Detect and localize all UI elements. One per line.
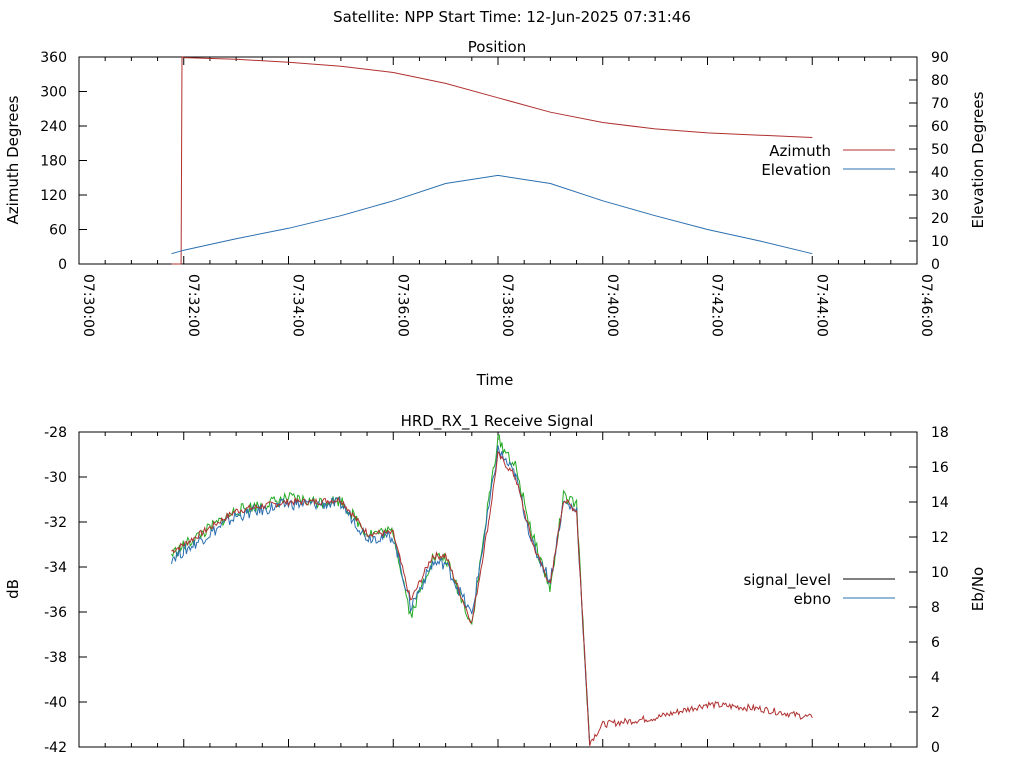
position-y2-tick-label: 70: [931, 96, 949, 112]
position-x-tick-label: 07:30:00: [80, 274, 96, 337]
position-y2-tick-label: 20: [931, 211, 949, 227]
position-chart-marks: 07:30:00 07:32:00 07:34:00 07:36:00 07:38:00…: [40, 50, 949, 337]
signal-y2-tick-label: 0: [931, 740, 940, 756]
azimuth-axis-label: Azimuth Degrees: [4, 95, 22, 224]
position-y-tick-label: 240: [40, 119, 67, 135]
position-y2-tick-label: 80: [931, 73, 949, 89]
position-y-tick-label: 300: [40, 85, 67, 101]
position-chart-title: Position: [468, 38, 526, 56]
position-x-tick-label: 07:32:00: [185, 274, 201, 337]
position-y2-tick-label: 90: [931, 50, 949, 66]
signal-y2-tick-label: 16: [931, 460, 949, 476]
position-y2-tick-label: 30: [931, 188, 949, 204]
signal-y-tick-label: -40: [44, 695, 67, 711]
position-x-tick-label: 07:44:00: [813, 274, 829, 337]
signal-y-tick-label: -42: [44, 740, 67, 756]
signal-series-unlabeled-line: [171, 434, 591, 746]
position-series-azimuth-line: [171, 56, 813, 265]
position-legend: Azimuth Elevation: [761, 142, 895, 179]
position-y-tick-label: 60: [49, 223, 67, 239]
position-series-elevation-line: [171, 174, 813, 255]
figure-title: Satellite: NPP Start Time: 12-Jun-2025 0…: [333, 8, 691, 26]
position-y-tick-label: 0: [58, 257, 67, 273]
position-y2-tick-label: 60: [931, 119, 949, 135]
legend-label-elevation: Elevation: [761, 161, 831, 179]
position-y2-tick-label: 50: [931, 142, 949, 158]
legend-label-signal-level: signal_level: [743, 571, 831, 590]
signal-y2-tick-label: 10: [931, 565, 949, 581]
signal-y-tick-label: -38: [44, 650, 67, 666]
signal-y-tick-label: -36: [44, 605, 67, 621]
position-y2-tick-label: 0: [931, 257, 940, 273]
signal-y2-tick-label: 6: [931, 635, 940, 651]
position-x-tick-label: 07:40:00: [604, 274, 620, 337]
position-x-tick-label: 07:42:00: [709, 274, 725, 337]
ebno-axis-label: Eb/No: [969, 567, 987, 611]
position-x-tick-label: 07:46:00: [918, 274, 934, 337]
signal-legend: signal_level ebno: [743, 571, 895, 608]
signal-y-tick-label: -28: [44, 425, 67, 441]
signal-y2-tick-label: 14: [931, 495, 949, 511]
signal-y2-tick-label: 2: [931, 705, 940, 721]
legend-label-ebno: ebno: [794, 590, 831, 608]
db-axis-label: dB: [4, 579, 22, 599]
legend-label-azimuth: Azimuth: [769, 142, 831, 160]
elevation-axis-label: Elevation Degrees: [969, 91, 987, 228]
signal-y2-tick-label: 12: [931, 530, 949, 546]
position-chart: Position Azimuth Degrees Elevation Degre…: [4, 38, 987, 389]
position-x-tick-label: 07:34:00: [290, 274, 306, 337]
position-y-tick-label: 120: [40, 188, 67, 204]
signal-chart: HRD_RX_1 Receive Signal dB Eb/No -42-40-…: [4, 412, 987, 756]
position-y2-tick-label: 10: [931, 234, 949, 250]
position-x-tick-label: 07:36:00: [394, 274, 410, 337]
position-y-tick-label: 360: [40, 50, 67, 66]
signal-y-tick-label: -32: [44, 515, 67, 531]
signal-y2-tick-label: 8: [931, 600, 940, 616]
signal-chart-marks: -42 -40 -38 -36 -34 -32 -30 -28 0 2 4 6 8 10 12 14 16 18: [44, 425, 949, 756]
position-y2-tick-label: 40: [931, 165, 949, 181]
signal-chart-title: HRD_RX_1 Receive Signal: [401, 412, 594, 431]
position-y-tick-label: 180: [40, 154, 67, 170]
signal-plot-frame: [78, 431, 918, 748]
signal-y2-tick-label: 18: [931, 425, 949, 441]
position-x-tick-label: 07:38:00: [499, 274, 515, 337]
signal-y-tick-label: -34: [44, 560, 67, 576]
signal-y2-tick-label: 4: [931, 670, 940, 686]
signal-series-ebno-line: [171, 445, 591, 744]
time-axis-label: Time: [476, 371, 514, 389]
signal-series-signal-level-line: [171, 450, 813, 747]
signal-y-tick-label: -30: [44, 470, 67, 486]
